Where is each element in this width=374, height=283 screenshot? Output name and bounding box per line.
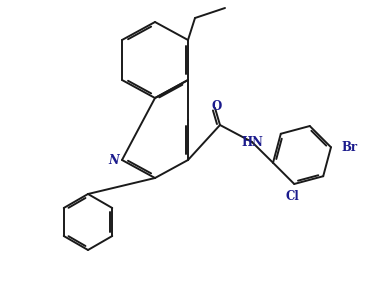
Text: Cl: Cl (285, 190, 299, 203)
Text: Br: Br (341, 141, 357, 154)
Text: O: O (212, 100, 222, 113)
Text: HN: HN (241, 136, 263, 149)
Text: N: N (108, 153, 119, 166)
